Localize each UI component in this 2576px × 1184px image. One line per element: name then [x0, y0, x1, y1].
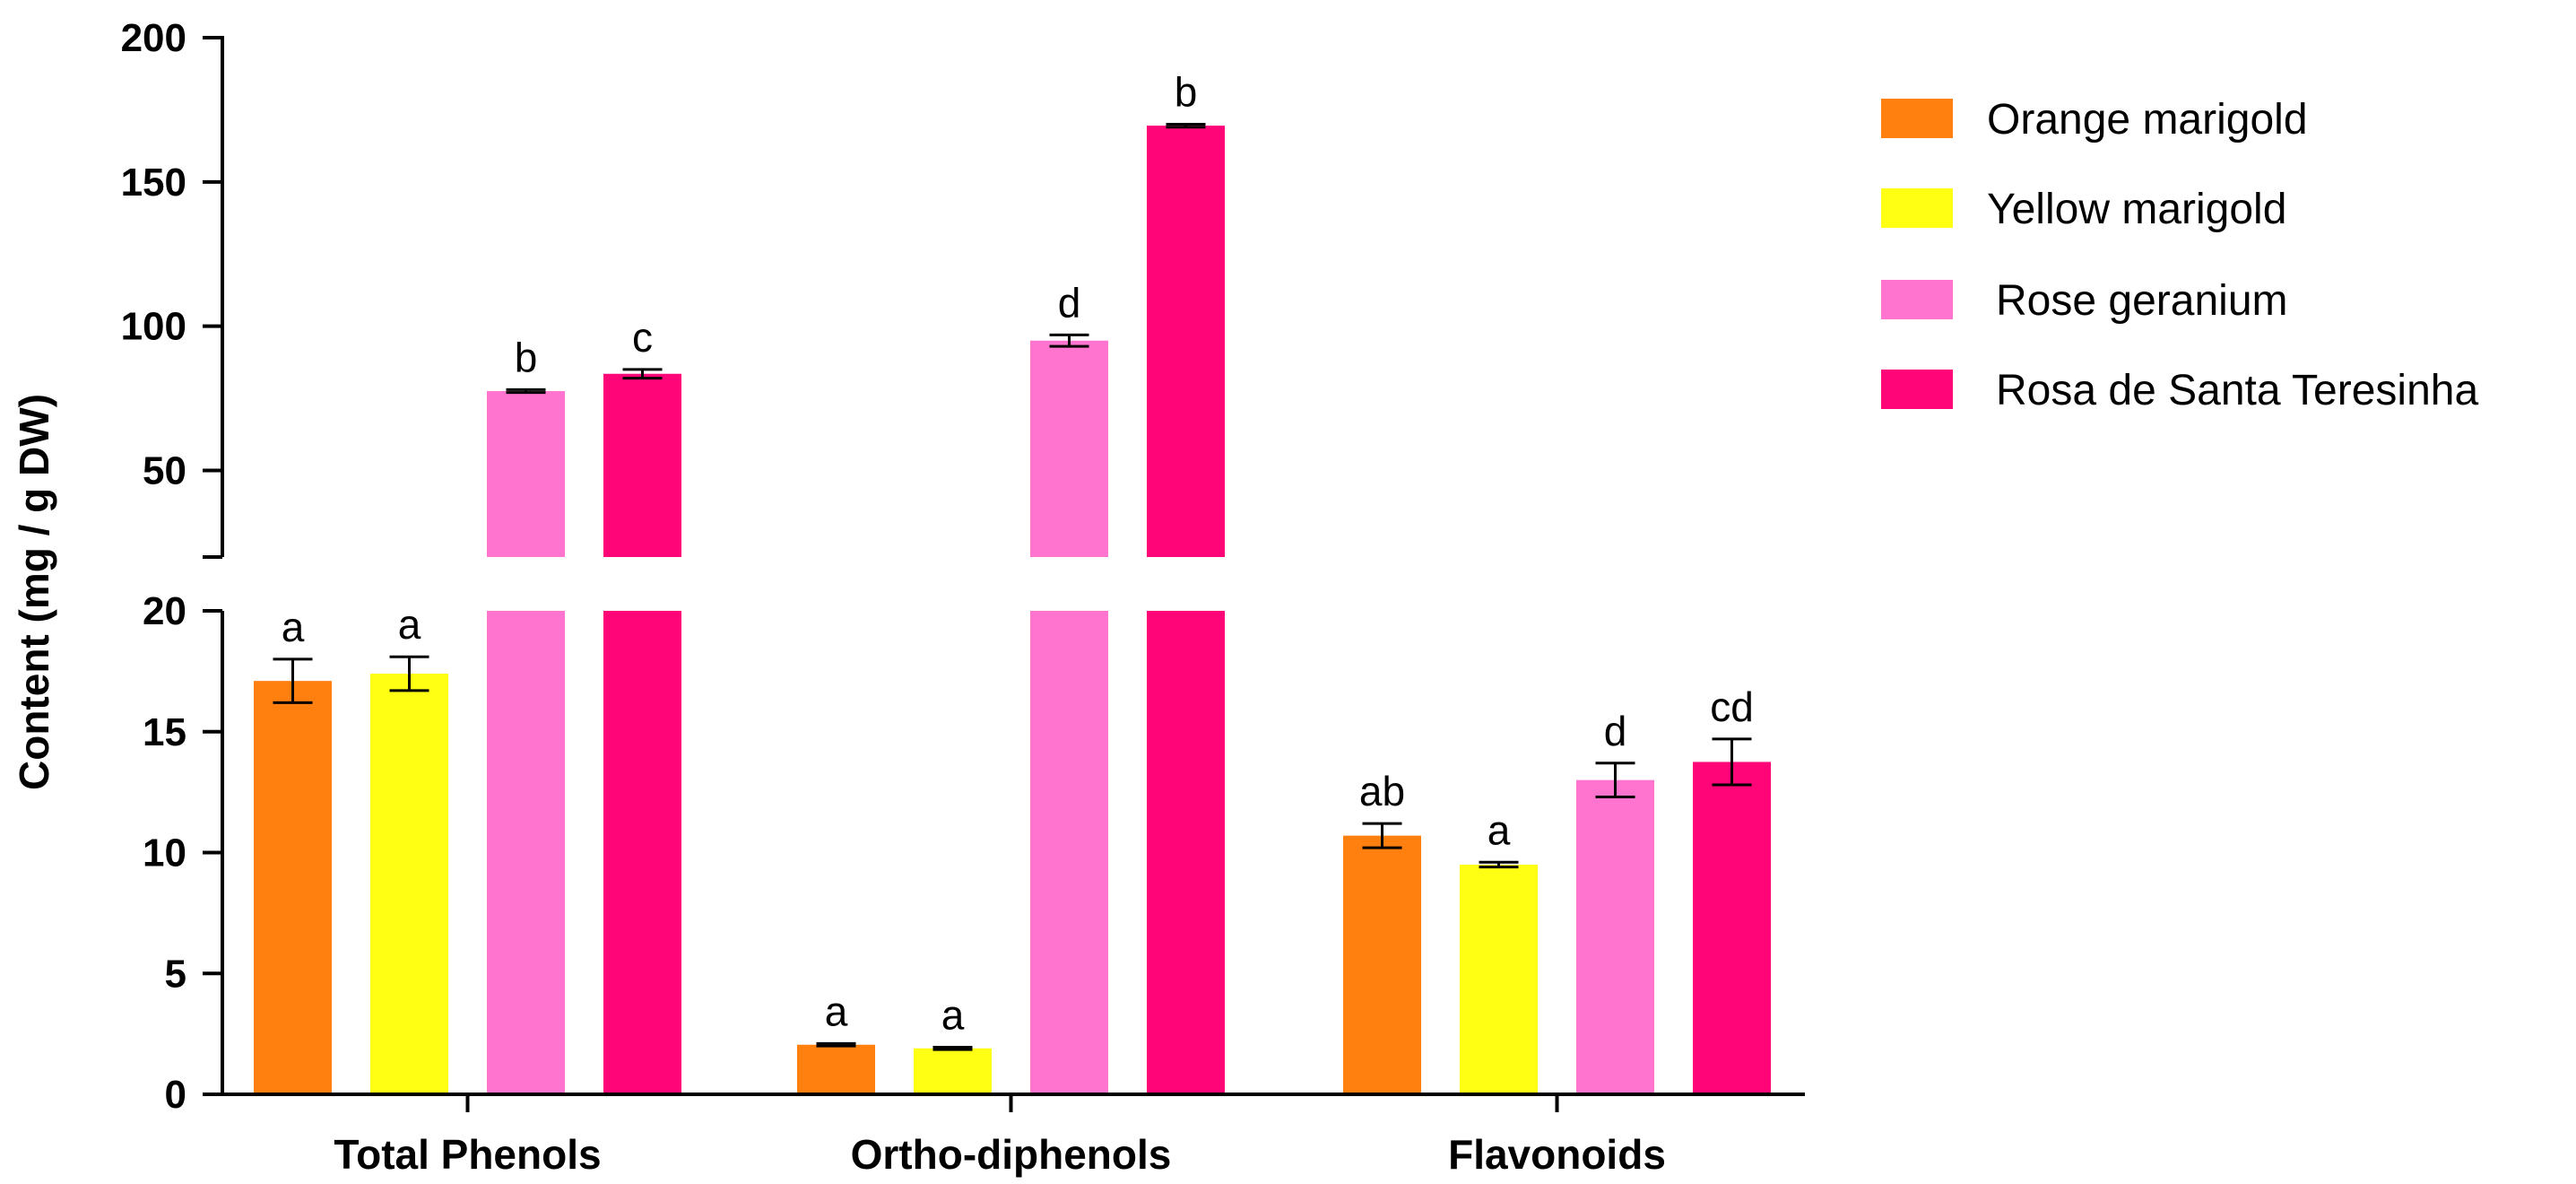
legend-label: Rose geranium — [1996, 277, 2288, 325]
legend-swatch — [1881, 99, 1953, 138]
legend-swatch — [1881, 370, 1953, 409]
bar-upper-segment — [1147, 126, 1225, 557]
y-tick-label: 0 — [165, 1073, 186, 1117]
bar-upper-segment — [487, 391, 565, 557]
significance-letter: a — [825, 988, 848, 1034]
significance-letter: b — [515, 334, 538, 380]
bar — [1693, 762, 1771, 1094]
bar — [370, 674, 448, 1094]
significance-letter: cd — [1710, 683, 1754, 730]
legend-label: Rosa de Santa Teresinha — [1996, 367, 2478, 414]
axes-layer: 0 5 10 15 20 50 100 150 200 Total Phenols Ortho-di… — [121, 16, 1805, 1178]
legend: Orange marigold Yellow marigold Rose geran… — [1881, 96, 2478, 414]
significance-letter: c — [632, 314, 653, 361]
bar — [1343, 835, 1421, 1094]
bar-lower-segment — [1030, 611, 1108, 1094]
y-tick-label: 15 — [143, 710, 186, 754]
bar-upper-segment — [1030, 340, 1108, 557]
significance-letter: a — [941, 991, 965, 1038]
error-bars-layer — [273, 123, 1752, 1051]
y-tick-label: 10 — [143, 831, 186, 875]
bar — [797, 1044, 875, 1094]
bar — [914, 1048, 992, 1094]
significance-letter: ab — [1359, 768, 1405, 814]
bars-layer — [254, 126, 1771, 1094]
legend-swatch — [1881, 280, 1953, 319]
bar-upper-segment — [603, 373, 681, 557]
y-tick-label: 100 — [121, 305, 186, 349]
significance-letter: d — [1058, 279, 1081, 326]
significance-letter: b — [1175, 69, 1198, 116]
y-axis-title: Content (mg / g DW) — [11, 394, 57, 790]
significance-letter: d — [1604, 708, 1627, 754]
bar-lower-segment — [1147, 611, 1225, 1094]
legend-swatch — [1881, 188, 1953, 228]
x-tick-label: Total Phenols — [334, 1131, 601, 1178]
bar-lower-segment — [603, 611, 681, 1094]
y-tick-label: 20 — [143, 589, 186, 633]
legend-label: Yellow marigold — [1987, 186, 2286, 233]
significance-letter: a — [282, 604, 305, 650]
bar — [254, 681, 332, 1094]
x-tick-label: Flavonoids — [1448, 1131, 1666, 1178]
legend-label: Orange marigold — [1987, 96, 2308, 144]
bar — [1576, 779, 1654, 1094]
bar — [1460, 864, 1538, 1094]
y-tick-label: 50 — [143, 449, 186, 493]
y-tick-label: 200 — [121, 16, 186, 60]
bar-lower-segment — [487, 611, 565, 1094]
significance-letter: a — [1487, 806, 1511, 853]
y-tick-label: 5 — [165, 952, 186, 996]
y-tick-label: 150 — [121, 161, 186, 205]
x-tick-label: Ortho-diphenols — [851, 1131, 1172, 1178]
significance-letter: a — [398, 601, 421, 648]
